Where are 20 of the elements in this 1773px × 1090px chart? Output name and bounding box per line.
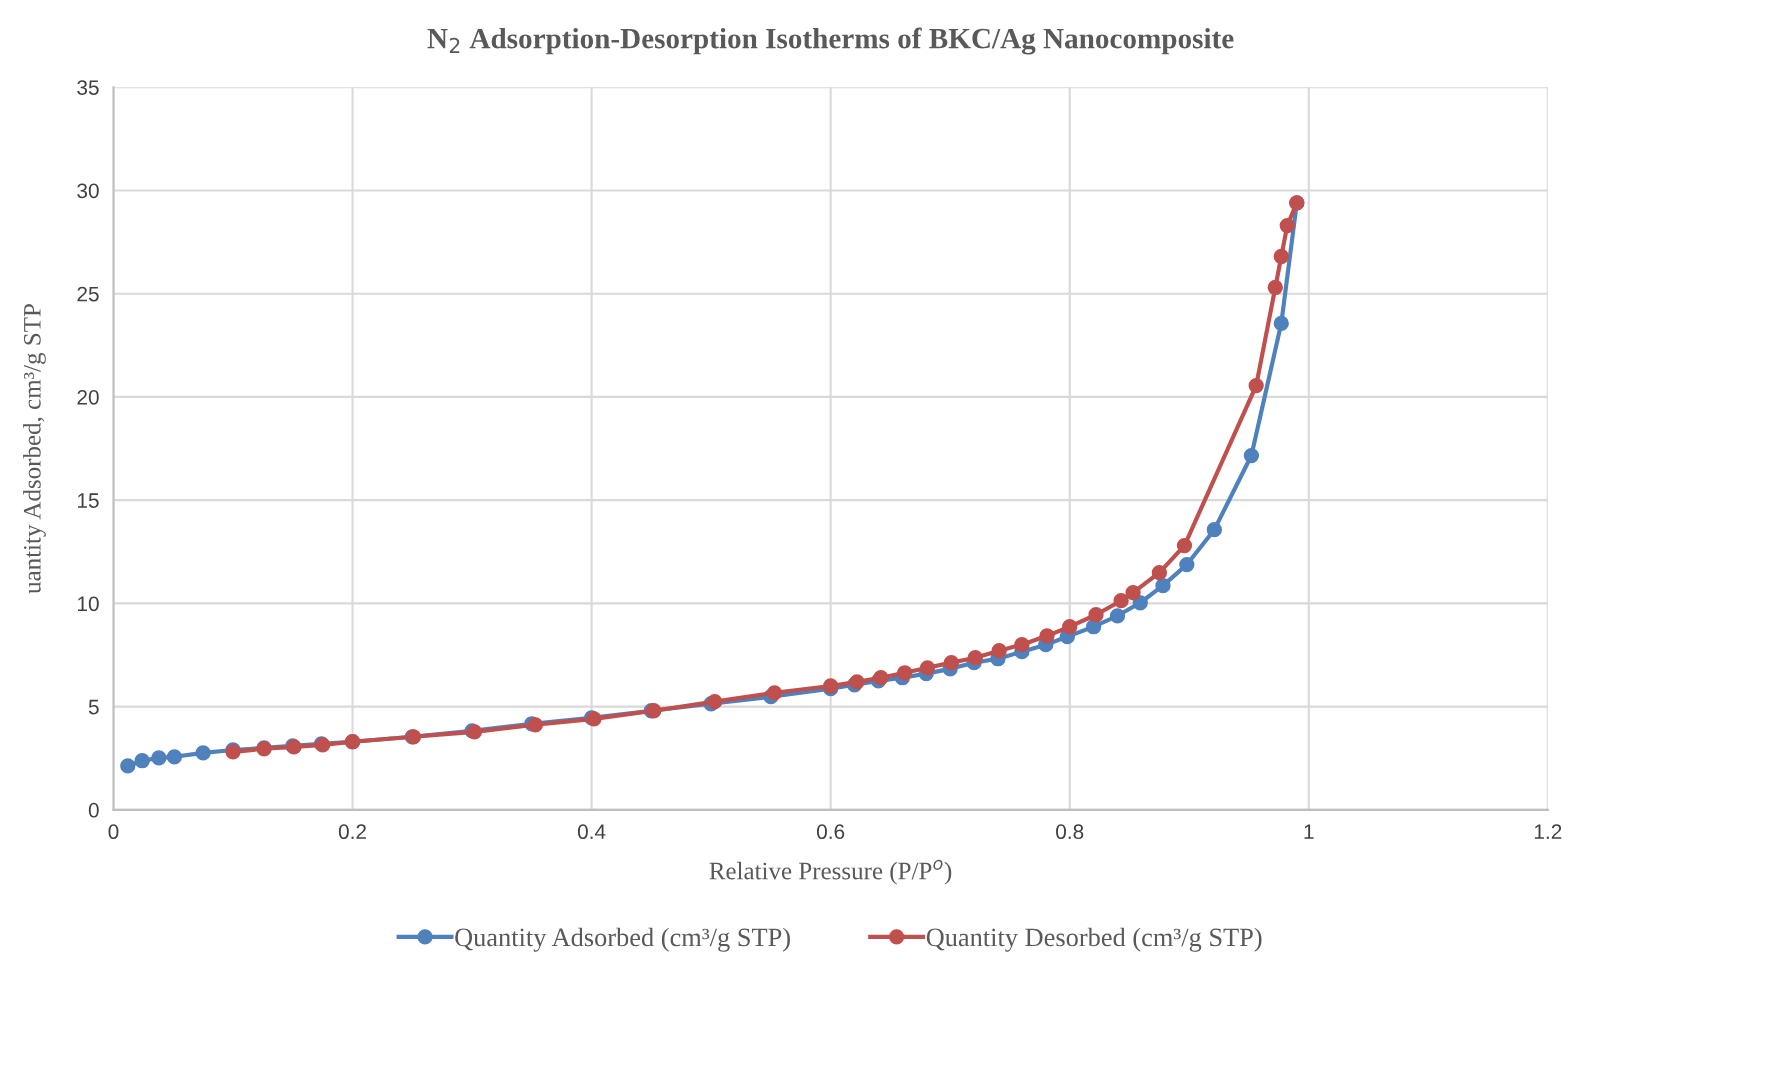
x-tick-label: 0 xyxy=(108,824,119,840)
chart-title: N$_{2}$ Adsorption-Desorption Isotherms of BKC/Ag Nanocomposite xyxy=(427,27,1234,55)
y-tick-label: 0 xyxy=(88,802,99,818)
legend-label: Quantity Adsorbed (cm³/g STP) xyxy=(455,927,790,952)
x-tick-label: 1 xyxy=(1304,824,1314,839)
x-tick-label: 0.2 xyxy=(338,824,366,840)
legend-label: Quantity Desorbed (cm³/g STP) xyxy=(926,927,1262,952)
y-tick-label: 10 xyxy=(78,596,99,612)
x-tick-label: 0.8 xyxy=(1056,824,1084,840)
x-tick-label: 1.2 xyxy=(1534,824,1562,839)
y-axis-title: uantity Adsorbed, cm³/g STP xyxy=(23,304,46,594)
x-axis-title: Relative Pressure (P/P$^{o}$) xyxy=(709,859,952,885)
y-tick-label: 20 xyxy=(77,389,99,405)
x-tick-label: 0.6 xyxy=(816,824,845,840)
x-tick-label: 0.4 xyxy=(577,824,606,840)
y-tick-label: 5 xyxy=(88,699,99,715)
y-tick-label: 25 xyxy=(77,286,99,302)
y-tick-label: 30 xyxy=(77,183,99,199)
y-tick-label: 35 xyxy=(77,80,99,95)
y-tick-label: 15 xyxy=(78,493,99,508)
